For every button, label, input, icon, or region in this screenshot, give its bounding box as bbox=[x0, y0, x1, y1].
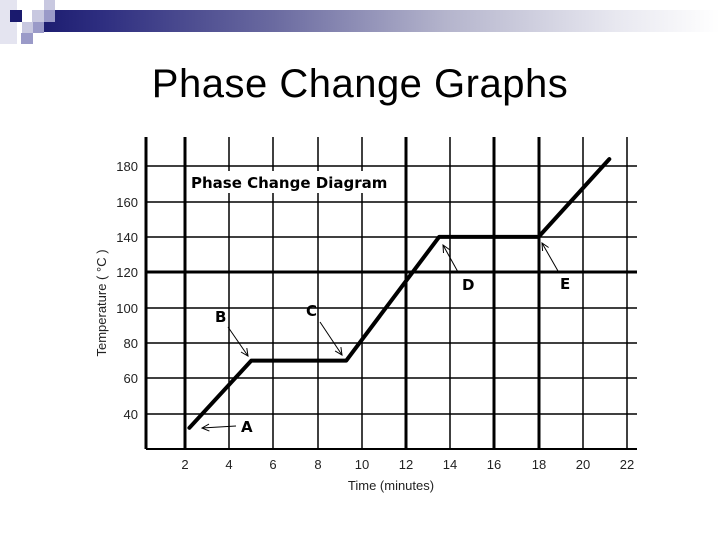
x-tick-label: 12 bbox=[399, 457, 413, 472]
annotation-arrowhead bbox=[240, 348, 249, 357]
annotation-label-a: A bbox=[241, 418, 253, 436]
y-tick-label: 100 bbox=[116, 301, 138, 316]
x-tick-label: 6 bbox=[269, 457, 276, 472]
annotation-arrowhead bbox=[442, 243, 450, 254]
x-tick-label: 16 bbox=[487, 457, 501, 472]
annotation-arrowhead bbox=[200, 423, 210, 432]
y-tick-label: 180 bbox=[116, 159, 138, 174]
x-tick-label: 2 bbox=[181, 457, 188, 472]
annotation-label-c: C bbox=[306, 302, 317, 320]
decor-square bbox=[22, 22, 34, 33]
temperature-curve bbox=[187, 157, 612, 430]
decor-square bbox=[33, 22, 44, 33]
annotation-arrow-line bbox=[319, 321, 343, 356]
decor-square bbox=[44, 0, 55, 10]
annotation-label-b: B bbox=[215, 308, 226, 326]
x-tick-label: 20 bbox=[576, 457, 590, 472]
annotation-arrowhead bbox=[334, 347, 343, 356]
x-tick-label: 4 bbox=[225, 457, 232, 472]
annotation-arrow-line bbox=[541, 242, 559, 272]
decor-square bbox=[21, 33, 33, 44]
decorative-header-band bbox=[0, 0, 720, 44]
annotation-arrowhead bbox=[541, 242, 549, 252]
y-axis-label: Temperature ( °C ) bbox=[94, 249, 109, 356]
chart-title: Phase Change Diagram bbox=[191, 174, 387, 192]
y-tick-label: 40 bbox=[124, 407, 138, 422]
x-tick-label: 18 bbox=[532, 457, 546, 472]
annotation-arrow-line bbox=[227, 326, 249, 357]
y-tick-label: 160 bbox=[116, 195, 138, 210]
y-tick-label: 140 bbox=[116, 230, 138, 245]
y-tick-label: 60 bbox=[124, 371, 138, 386]
x-axis-label: Time (minutes) bbox=[348, 478, 434, 493]
decor-square bbox=[32, 10, 44, 22]
x-tick-label: 14 bbox=[443, 457, 457, 472]
y-tick-label: 120 bbox=[116, 265, 138, 280]
decor-square bbox=[44, 10, 55, 22]
annotation-arrow-line bbox=[201, 425, 237, 429]
x-tick-label: 8 bbox=[314, 457, 321, 472]
annotation-label-d: D bbox=[462, 276, 474, 294]
slide-title: Phase Change Graphs bbox=[151, 62, 569, 106]
annotation-arrow-line bbox=[442, 244, 459, 273]
annotation-label-e: E bbox=[560, 275, 570, 293]
gradient-bar bbox=[33, 10, 720, 32]
y-tick-label: 80 bbox=[124, 336, 138, 351]
x-tick-label: 10 bbox=[355, 457, 369, 472]
chart-title-background bbox=[189, 171, 385, 193]
x-tick-label: 22 bbox=[620, 457, 634, 472]
decor-square bbox=[10, 10, 22, 22]
